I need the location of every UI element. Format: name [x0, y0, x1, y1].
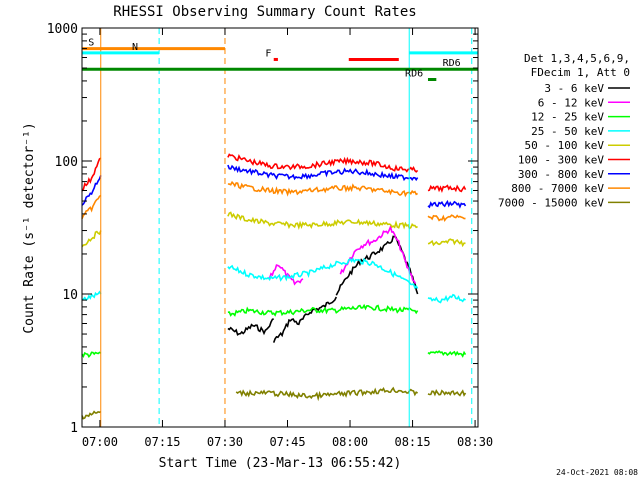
flag-label-3: F	[265, 48, 271, 59]
legend-label-5: 50 - 100 keV	[525, 139, 605, 152]
legend-label-2: 6 - 12 keV	[538, 96, 605, 109]
series-2	[268, 224, 417, 286]
series-3-trace-3	[427, 350, 467, 358]
series-9	[81, 386, 467, 420]
series-6-trace-1	[81, 157, 102, 192]
legend-label-6: 100 - 300 keV	[518, 154, 604, 167]
series-4-trace-1	[81, 290, 102, 302]
x-tick-label-4: 07:45	[269, 435, 305, 449]
y-tick-label-3: 100	[55, 155, 78, 170]
x-tick-label-6: 08:15	[394, 435, 430, 449]
series-8-trace-1	[81, 194, 102, 220]
series-7	[81, 164, 467, 209]
y-tick-label-2: 10	[62, 288, 78, 303]
legend-label-3: 12 - 25 keV	[531, 111, 604, 124]
series-9-trace-2	[235, 386, 418, 402]
x-tick-label-3: 07:30	[207, 435, 243, 449]
legend-label-9: 7000 - 15000 keV	[498, 196, 604, 209]
y-tick-label-4: 1000	[47, 22, 78, 37]
series-4	[81, 257, 466, 304]
series-layer	[81, 153, 467, 420]
x-tick-label-2: 07:15	[144, 435, 180, 449]
series-9-trace-1	[81, 410, 102, 420]
series-8-trace-2	[227, 180, 418, 198]
series-5-trace-1	[81, 230, 102, 248]
flag-label-5: RD6	[405, 68, 423, 79]
series-3-trace-1	[81, 351, 102, 359]
flag-label-1: S	[88, 38, 94, 49]
x-axis-label: Start Time (23-Mar-13 06:55:42)	[159, 456, 402, 471]
series-1-trace-1	[227, 318, 274, 336]
series-2-trace-1	[268, 264, 304, 286]
x-axis-ticks: 07:00 07:15 07:30 07:45 08:00 08:15 08:30	[82, 28, 493, 449]
legend: Det 1,3,4,5,6,9,FDecim 1, Att 0 3 - 6 keV…	[498, 52, 630, 209]
chart-title: RHESSI Observing Summary Count Rates	[113, 4, 416, 20]
flag-label-4: RD6	[443, 58, 461, 69]
series-2-trace-2	[339, 224, 417, 284]
series-5	[81, 211, 466, 248]
x-tick-label-7: 08:30	[457, 435, 493, 449]
series-3-trace-2	[227, 303, 419, 317]
flag-layer: S N F RD6 RD6	[82, 38, 478, 81]
legend-label-8: 800 - 7000 keV	[511, 182, 604, 195]
legend-header-1: Det 1,3,4,5,6,9,	[524, 52, 630, 65]
y-tick-label-1: 1	[70, 421, 78, 436]
marker-layer	[100, 28, 473, 427]
series-6	[81, 153, 467, 193]
series-5-trace-3	[427, 238, 466, 248]
series-7-trace-1	[81, 175, 102, 206]
series-4-trace-2	[227, 257, 419, 290]
legend-label-4: 25 - 50 keV	[531, 125, 604, 138]
series-3	[81, 303, 467, 359]
y-axis-label: Count Rate (s⁻¹ detector⁻¹)	[22, 122, 37, 333]
legend-label-7: 300 - 800 keV	[518, 168, 604, 181]
series-5-trace-2	[227, 211, 418, 231]
legend-header-2: FDecim 1, Att 0	[531, 66, 630, 79]
series-7-trace-3	[427, 199, 467, 209]
plot-frame	[81, 27, 479, 428]
series-1-trace-2	[272, 296, 338, 343]
timestamp: 24-Oct-2021 08:08	[556, 468, 638, 477]
series-8-trace-3	[427, 214, 466, 222]
x-tick-label-5: 08:00	[332, 435, 368, 449]
series-6-trace-2	[227, 153, 419, 173]
flag-label-2: N	[132, 42, 138, 53]
series-8	[81, 180, 466, 222]
series-7-trace-2	[227, 164, 419, 182]
x-tick-label-1: 07:00	[82, 435, 118, 449]
legend-label-1: 3 - 6 keV	[544, 82, 604, 95]
series-4-trace-3	[427, 293, 466, 304]
series-6-trace-3	[427, 184, 467, 193]
series-9-trace-3	[427, 389, 467, 397]
y-axis-ticks: 1 10 100 1000	[47, 22, 478, 436]
series-1	[227, 235, 419, 343]
